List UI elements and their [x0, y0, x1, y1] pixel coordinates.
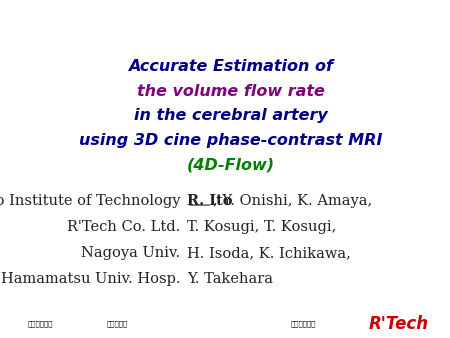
Text: using 3D cine phase-contrast MRI: using 3D cine phase-contrast MRI — [79, 133, 382, 148]
Text: R. Ito: R. Ito — [187, 194, 233, 208]
Text: T. Kosugi, T. Kosugi,: T. Kosugi, T. Kosugi, — [187, 220, 337, 234]
Text: Y. Takehara: Y. Takehara — [187, 272, 273, 286]
Text: (4D-Flow): (4D-Flow) — [187, 158, 274, 173]
Text: the volume flow rate: the volume flow rate — [137, 83, 324, 98]
Text: in the cerebral artery: in the cerebral artery — [134, 108, 328, 123]
Text: MRAClub 2014
P. 1: MRAClub 2014 P. 1 — [182, 313, 268, 334]
Text: Accurate Estimation of: Accurate Estimation of — [128, 59, 333, 74]
Text: Tokyo Institute of Technology: Tokyo Institute of Technology — [0, 194, 180, 208]
Text: 東京工業大学: 東京工業大学 — [28, 320, 53, 327]
Text: R'Tech: R'Tech — [368, 315, 428, 333]
Text: Hamamatsu Univ. Hosp.: Hamamatsu Univ. Hosp. — [0, 272, 180, 286]
Text: H. Isoda, K. Ichikawa,: H. Isoda, K. Ichikawa, — [187, 246, 351, 260]
Text: 浜松医科大学: 浜松医科大学 — [291, 320, 316, 327]
Text: Nagoya Univ.: Nagoya Univ. — [81, 246, 180, 260]
Text: R'Tech Co. Ltd.: R'Tech Co. Ltd. — [67, 220, 180, 234]
Text: 名古屋大学: 名古屋大学 — [106, 320, 128, 327]
Text: , Y. Onishi, K. Amaya,: , Y. Onishi, K. Amaya, — [213, 194, 373, 208]
